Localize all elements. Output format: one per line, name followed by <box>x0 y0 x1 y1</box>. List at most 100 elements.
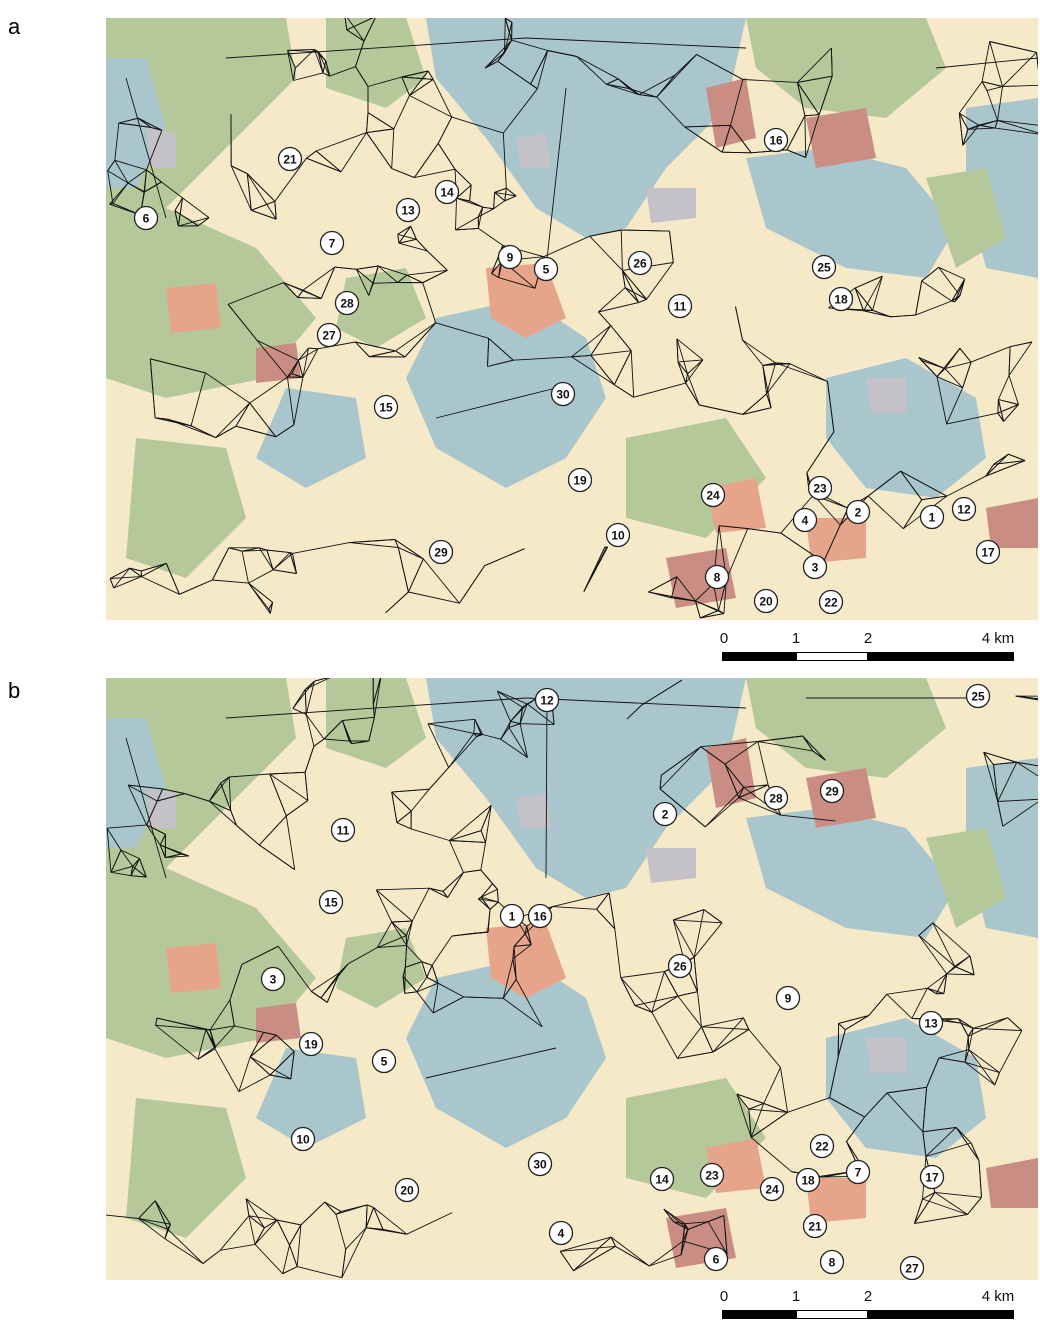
node-label: 11 <box>337 824 350 838</box>
site-node[interactable]: 18 <box>797 1169 820 1192</box>
site-node[interactable]: 1 <box>921 506 944 529</box>
node-label: 29 <box>434 546 448 560</box>
site-node[interactable]: 9 <box>499 246 522 269</box>
site-node[interactable]: 4 <box>794 509 817 532</box>
scale-tick-4km: 4 km <box>982 630 1015 647</box>
scale-bar-b: 0 1 2 4 km <box>700 1288 1040 1328</box>
site-node[interactable]: 14 <box>436 181 459 204</box>
site-node[interactable]: 24 <box>702 484 725 507</box>
node-label: 29 <box>825 785 839 799</box>
site-node[interactable]: 14 <box>651 1168 674 1191</box>
node-label: 1 <box>929 511 936 525</box>
site-node[interactable]: 13 <box>397 199 420 222</box>
site-node[interactable]: 28 <box>765 787 788 810</box>
site-node[interactable]: 29 <box>821 780 844 803</box>
site-node[interactable]: 12 <box>953 498 976 521</box>
site-node[interactable]: 28 <box>336 292 359 315</box>
site-node[interactable]: 2 <box>847 501 870 524</box>
scale-segment <box>796 652 868 661</box>
grey-area <box>646 188 696 223</box>
scale-segment <box>722 1310 796 1319</box>
site-node[interactable]: 15 <box>320 891 343 914</box>
site-node[interactable]: 6 <box>135 207 158 230</box>
network-edge <box>481 734 483 735</box>
network-edge <box>722 152 751 153</box>
site-node[interactable]: 21 <box>279 148 302 171</box>
site-node[interactable]: 10 <box>292 1128 315 1151</box>
site-node[interactable]: 4 <box>550 1222 573 1245</box>
site-node[interactable]: 23 <box>809 477 832 500</box>
node-label: 7 <box>329 237 336 251</box>
node-label: 10 <box>611 529 625 543</box>
site-node[interactable]: 16 <box>765 129 788 152</box>
site-node[interactable]: 8 <box>821 1251 844 1274</box>
site-node[interactable]: 29 <box>430 541 453 564</box>
site-node[interactable]: 15 <box>375 396 398 419</box>
grey-area <box>146 788 176 828</box>
site-node[interactable]: 22 <box>811 1135 834 1158</box>
site-node[interactable]: 23 <box>701 1164 724 1187</box>
site-node[interactable]: 17 <box>977 541 1000 564</box>
panel-label-b: b <box>8 678 20 704</box>
site-node[interactable]: 30 <box>552 383 575 406</box>
scale-segment <box>868 1310 1014 1319</box>
site-node[interactable]: 10 <box>607 524 630 547</box>
site-node[interactable]: 5 <box>373 1050 396 1073</box>
site-node[interactable]: 19 <box>300 1033 323 1056</box>
node-label: 12 <box>957 503 971 517</box>
site-node[interactable]: 11 <box>332 819 355 842</box>
site-node[interactable]: 19 <box>569 469 592 492</box>
network-edge <box>864 310 873 311</box>
site-node[interactable]: 18 <box>830 288 853 311</box>
node-label: 21 <box>283 153 297 167</box>
site-node[interactable]: 25 <box>967 685 990 708</box>
scale-tick-4km: 4 km <box>982 1288 1015 1305</box>
site-node[interactable]: 11 <box>669 295 692 318</box>
site-node[interactable]: 30 <box>529 1153 552 1176</box>
site-node[interactable]: 25 <box>813 256 836 279</box>
site-node[interactable]: 7 <box>847 1161 870 1184</box>
site-node[interactable]: 21 <box>804 1215 827 1238</box>
scale-segment <box>868 652 1014 661</box>
site-node[interactable]: 26 <box>629 252 652 275</box>
node-label: 10 <box>296 1133 310 1147</box>
site-node[interactable]: 3 <box>262 968 285 991</box>
node-label: 8 <box>829 1256 836 1270</box>
urban_light-area <box>166 283 221 333</box>
site-node[interactable]: 3 <box>804 556 827 579</box>
node-label: 17 <box>981 546 995 560</box>
node-label: 27 <box>905 1262 919 1276</box>
site-node[interactable]: 7 <box>321 232 344 255</box>
node-label: 11 <box>674 300 687 314</box>
node-label: 2 <box>855 506 862 520</box>
site-node[interactable]: 2 <box>654 803 677 826</box>
site-node[interactable]: 27 <box>901 1257 924 1280</box>
node-label: 23 <box>813 482 827 496</box>
scale-bar-a: 0 1 2 4 km <box>700 630 1040 670</box>
node-label: 2 <box>662 808 669 822</box>
node-label: 22 <box>815 1140 829 1154</box>
site-node[interactable]: 22 <box>820 591 843 614</box>
site-node[interactable]: 20 <box>755 590 778 613</box>
site-node[interactable]: 13 <box>920 1012 943 1035</box>
node-label: 5 <box>381 1055 388 1069</box>
node-label: 9 <box>785 992 792 1006</box>
site-node[interactable]: 26 <box>669 955 692 978</box>
node-label: 24 <box>765 1183 779 1197</box>
grey-area <box>866 378 906 413</box>
site-node[interactable]: 12 <box>536 689 559 712</box>
site-node[interactable]: 1 <box>501 905 524 928</box>
site-node[interactable]: 5 <box>535 258 558 281</box>
node-label: 21 <box>808 1220 822 1234</box>
site-node[interactable]: 24 <box>761 1178 784 1201</box>
site-node[interactable]: 17 <box>921 1166 944 1189</box>
site-node[interactable]: 8 <box>706 566 729 589</box>
scale-tick-0: 0 <box>720 630 728 647</box>
site-node[interactable]: 16 <box>529 905 552 928</box>
site-node[interactable]: 20 <box>396 1179 419 1202</box>
site-node[interactable]: 9 <box>777 987 800 1010</box>
site-node[interactable]: 6 <box>705 1248 728 1271</box>
site-node[interactable]: 27 <box>318 324 341 347</box>
